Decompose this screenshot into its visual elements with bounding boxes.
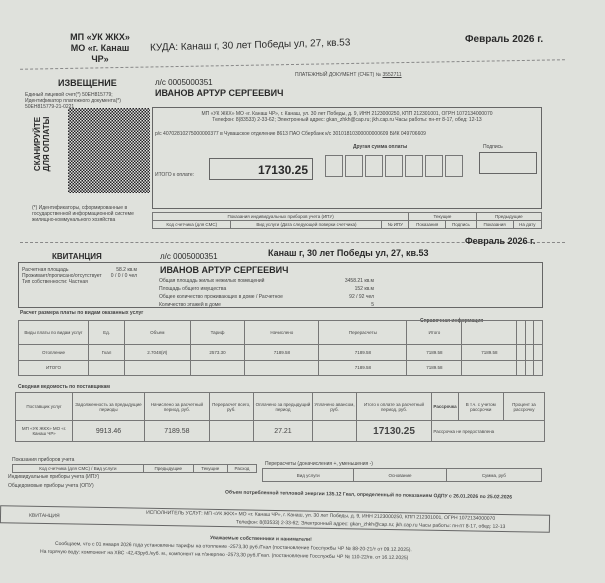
org-name: МП «УК ЖКХ» МО «г. Канаш ЧР» — [70, 32, 130, 64]
meters2-table: Код счетчика (для СМС) / Вид услуги Преды… — [12, 464, 258, 473]
recalc-table: Вид услуги Основание Сумма, руб — [261, 468, 543, 482]
volume-note: Объем потребленной тепловой энергии 135.… — [224, 489, 513, 501]
recalc-title: Перерасчеты (доначисления +, уменьшения … — [265, 461, 373, 467]
notice-title-footer: Уважаемые собственники и наниматели! — [209, 535, 312, 543]
calc-title: Расчет размера платы по видам оказанных … — [20, 310, 144, 316]
ipu-label: Индивидуальные приборы учета (ИПУ) — [8, 474, 100, 480]
address-to: КУДА: Канаш г, 30 лет Победы ул, 27, кв.… — [149, 37, 351, 54]
calc-table: Виды платы по видам услуг Ед. Объем Тариф На… — [18, 320, 543, 376]
notice-title: ИЗВЕЩЕНИЕ — [58, 78, 117, 88]
receipt-address: Канаш г, 30 лет Победы ул, 27, кв.53 — [268, 248, 429, 258]
account-number: л/с 0005000351 — [155, 78, 213, 87]
suppliers-title: Сводная ведомость по поставщикам — [18, 384, 110, 390]
signature-field[interactable] — [479, 152, 537, 174]
period: Февраль 2026 г. — [465, 34, 544, 45]
footer-label: КВИТАНЦИЯ — [28, 512, 60, 520]
scan-label: СКАНИРУЙТЕ ДЛЯ ОПЛАТЫ — [33, 116, 51, 172]
table-row: Отопление Гкал 2.7048(И) 2573.30 7189.58 7189… — [18, 344, 543, 361]
footer-box: КВИТАНЦИЯ ИСПОЛНИТЕЛЬ УСЛУГ: МП «УК ЖКХ»… — [0, 505, 551, 533]
other-sum-input[interactable] — [325, 155, 465, 182]
receipt-period: Февраль 2026 г. — [465, 236, 536, 246]
odpu-label: Общедомовые приборы учета (ОПУ) — [8, 483, 94, 489]
payment-qr-code[interactable] — [68, 108, 150, 193]
account-ids: Единый лицевой счет(*) 50ЕН815779; Идент… — [25, 92, 121, 110]
doc-number: ПЛАТЕЖНЫЙ ДОКУМЕНТ (СЧЕТ) № 3552711 — [295, 72, 402, 78]
meters2-title: Показания приборов учета — [12, 457, 75, 463]
payment-box: МП «УК ЖКХ» МО «г. Канаш ЧР», г. Канаш, … — [152, 107, 542, 209]
footnote: (*) Идентификаторы, сформированные в гос… — [32, 205, 134, 223]
total-label: ИТОГО к оплате: — [155, 172, 195, 178]
total-amount: 17130.25 — [209, 158, 313, 180]
receipt-title: КВИТАНЦИЯ — [52, 252, 102, 261]
meters-table: Показания индивидуальных приборов учета … — [151, 212, 543, 229]
receipt-name: ИВАНОВ АРТУР СЕРГЕЕВИЧ — [160, 265, 289, 275]
bank-details: р/с 40702810275000000377 в Чувашское отд… — [155, 131, 426, 137]
signature-label: Подпись — [483, 144, 503, 150]
table-row: ИТОГО 7189.58 7189.58 — [18, 359, 543, 376]
other-sum-label: Другая сумма оплаты — [353, 144, 408, 150]
table-row: МП «УК ЖКХ» МО «г. Канаш ЧР» 9913.46 7189.… — [14, 420, 545, 442]
info-box: Расчетная площадь 58.2 кв.м Проживает/про… — [18, 262, 543, 308]
payer-name: ИВАНОВ АРТУР СЕРГЕЕВИЧ — [155, 88, 284, 98]
suppliers-table: Поставщик услуг Задолженность за предыдущ… — [14, 392, 545, 442]
receipt-account: л/с 0005000351 — [160, 252, 218, 261]
org-contacts: Телефон: 8(83533) 2-33-62; Электронный а… — [212, 117, 482, 123]
org-details: МП «УК ЖКХ» МО «г. Канаш ЧР», г. Канаш, … — [201, 111, 493, 117]
